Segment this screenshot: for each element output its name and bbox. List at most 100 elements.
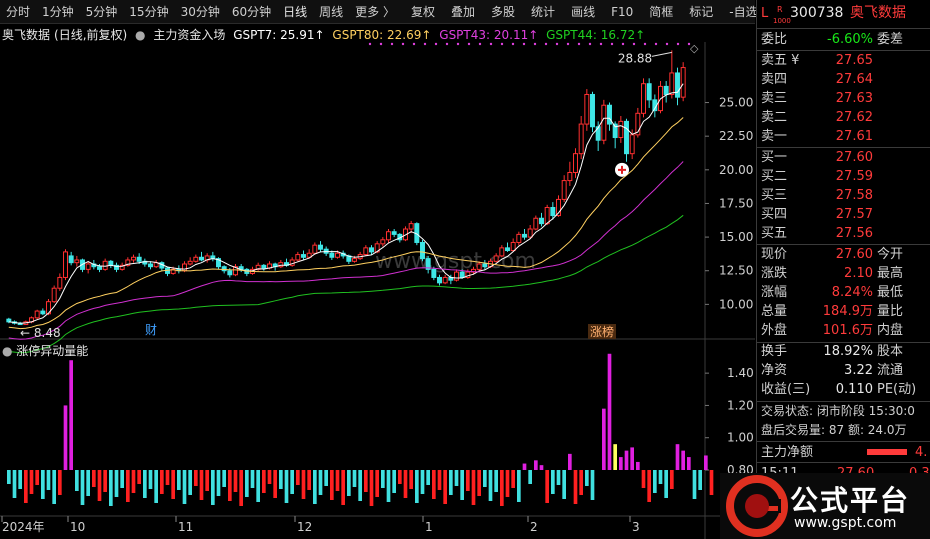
vol-bar-negative: [58, 470, 62, 495]
vol-bar-positive: [675, 444, 680, 470]
stat-0-label2: 今开: [877, 247, 904, 262]
candle-body: [261, 264, 267, 269]
chart-stock-name: 奥飞数据: [2, 28, 51, 42]
bid-level-5-label: 买五: [761, 226, 788, 241]
ask-level-4-value: 27.64: [835, 72, 873, 87]
finance-marker: 财: [145, 323, 157, 337]
tool-button-0[interactable]: 复权: [411, 4, 436, 19]
tool-button-2[interactable]: 多股: [491, 4, 516, 19]
vol-bar-positive: [539, 465, 544, 470]
stat2-2-row: 收益(三) 0.110 PE(动): [757, 380, 930, 399]
stock-code: 300738: [790, 5, 844, 21]
vol-bar-positive: [636, 461, 640, 470]
period-tab-0[interactable]: 分时: [6, 4, 31, 19]
candle-body: [544, 206, 550, 225]
tool-button-8[interactable]: -自选: [729, 4, 758, 19]
vol-bar-negative: [369, 470, 374, 506]
main-net-label: 主力净额: [761, 445, 814, 460]
tool-button-6[interactable]: 简框: [649, 4, 674, 19]
period-tab-7[interactable]: 周线: [319, 4, 344, 19]
volume-indicator-name[interactable]: 涨停异动量能: [16, 344, 89, 358]
ask-level-1-row: 卖一 27.61: [757, 127, 930, 146]
candle-body: [102, 260, 108, 270]
vol-bar-negative: [437, 470, 442, 490]
period-tab-6[interactable]: 日线: [283, 4, 308, 19]
vol-bar-negative: [46, 470, 51, 490]
vol-bar-negative: [211, 470, 215, 505]
stat-3-label2: 量比: [877, 304, 904, 319]
candle-body: [199, 256, 204, 261]
signal-dot: [687, 42, 691, 46]
settings-dot-icon[interactable]: ●: [135, 28, 146, 42]
tool-button-4[interactable]: 画线: [571, 4, 596, 19]
gspt43-value: GSPT43: 20.11↑: [439, 28, 539, 42]
tool-button-7[interactable]: 标记: [689, 4, 714, 19]
tool-button-5[interactable]: F10: [611, 4, 634, 19]
vol-bar-positive: [704, 455, 708, 470]
vol-bar-negative: [307, 470, 311, 490]
vol-bar-negative: [324, 470, 328, 486]
vol-y-tick-label: 1.40: [727, 366, 754, 380]
stat-4-row: 外盘 101.6万 内盘: [757, 321, 930, 340]
weibi-label: 委比: [761, 32, 788, 47]
y-tick-label: 20.00: [719, 163, 753, 177]
vol-bar-positive: [522, 463, 527, 470]
candle-body: [493, 255, 499, 262]
period-tab-4[interactable]: 30分钟: [180, 4, 220, 19]
vol-bar-negative: [233, 470, 238, 492]
vol-bar-negative: [330, 470, 334, 500]
stat2-2-label: 收益(三): [761, 382, 811, 397]
indicator-name[interactable]: 主力资金入场: [153, 28, 226, 42]
tool-button-3[interactable]: 统计: [531, 4, 556, 19]
candle-body: [482, 263, 488, 268]
vol-bar-negative: [92, 470, 96, 487]
period-tab-8[interactable]: 更多 〉: [355, 4, 395, 19]
signal-dot: [412, 42, 416, 46]
vol-bar-negative: [505, 470, 510, 497]
candle-body: [136, 256, 142, 262]
vol-bar-negative: [171, 470, 175, 499]
candle-body: [607, 104, 612, 125]
vol-bar-negative: [177, 470, 181, 490]
candle-body: [125, 259, 131, 266]
vol-bar-negative: [120, 470, 124, 488]
ask-level-1-label: 卖一: [761, 129, 788, 144]
vol-bar-negative: [250, 470, 255, 488]
period-tab-1[interactable]: 1分钟: [42, 4, 74, 19]
candle-body: [312, 244, 318, 254]
tool-button-1[interactable]: 叠加: [451, 4, 476, 19]
kline-chart[interactable]: 25.0022.5020.0017.5015.0012.5010.00www.g…: [0, 42, 755, 539]
candle-body: [505, 247, 510, 252]
stat-2-row: 涨幅 8.24% 最低: [757, 283, 930, 302]
period-tab-2[interactable]: 5分钟: [85, 4, 118, 19]
candle-body: [380, 239, 386, 245]
y-tick-label: 15.00: [719, 230, 753, 244]
period-tab-3[interactable]: 15分钟: [129, 4, 169, 19]
settings-dot-icon[interactable]: ●: [2, 344, 17, 358]
candle-body: [51, 287, 57, 303]
bid-level-5-value: 27.56: [835, 226, 873, 241]
gspt-logo: 公式平台 www.gspt.com: [720, 473, 930, 539]
vol-bar-negative: [75, 470, 79, 491]
signal-dot: [511, 42, 515, 46]
vol-bar-negative: [352, 470, 357, 487]
candle-body: [216, 258, 221, 268]
vol-bar-negative: [471, 470, 476, 505]
candle-body: [233, 266, 238, 276]
vol-bar-negative: [449, 470, 453, 495]
vol-bar-negative: [670, 470, 674, 489]
vol-bar-negative: [409, 470, 413, 489]
stat-0-label: 现价: [761, 247, 788, 262]
x-tick-label: 2: [530, 520, 538, 534]
ma43-line: [8, 161, 684, 340]
candle-body: [295, 254, 301, 261]
period-tab-5[interactable]: 60分钟: [231, 4, 272, 19]
vol-bar-negative: [392, 470, 396, 493]
candle-body: [148, 263, 153, 268]
candle-body: [34, 310, 40, 319]
vol-bar-negative: [41, 470, 45, 499]
candle-body: [624, 120, 629, 155]
stat-2-label: 涨幅: [761, 285, 788, 300]
vol-bar-positive: [630, 447, 634, 470]
candle-body: [539, 217, 544, 225]
